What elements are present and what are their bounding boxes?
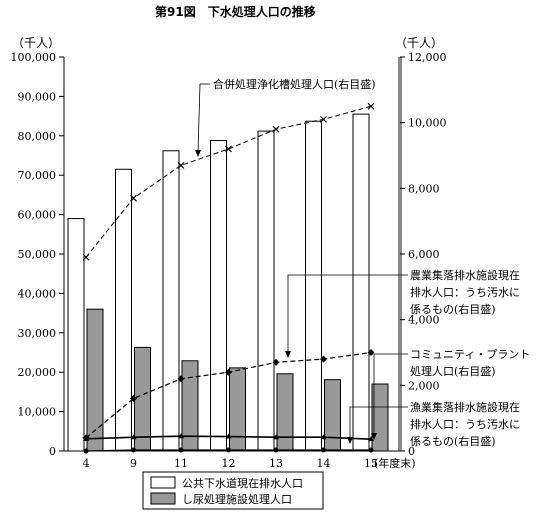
marker-community [130, 394, 137, 402]
marker-nogyo [83, 435, 89, 441]
annotation-gappei-arrow [195, 150, 201, 157]
annotation-gappei: 合併処理浄化槽処理人口(右目盛) [213, 77, 376, 91]
bar-nightsoil-14 [324, 379, 341, 452]
annotation-nogyo-3: 係るもの(右目盛) [410, 302, 496, 316]
marker-nogyo [273, 434, 279, 440]
left-tick-label: 100,000 [11, 51, 57, 64]
annotation-nogyo-1: 農業集落排水施設現在 [410, 268, 520, 282]
annotation-gyogyo-leader [349, 406, 408, 438]
x-tick-label-12: 12 [222, 457, 236, 470]
left-tick-label: 50,000 [18, 248, 57, 261]
left-tick-label: 80,000 [18, 130, 57, 143]
annotation-gappei-leader-v [197, 83, 201, 153]
marker-community [320, 355, 327, 363]
bar-nightsoil-12 [229, 367, 246, 452]
marker-gyogyo [83, 448, 89, 454]
x-tick-label-13: 13 [269, 457, 283, 470]
annotation-nogyo-arrow [285, 351, 291, 358]
marker-gyogyo [321, 447, 326, 453]
bars-layer [67, 113, 389, 452]
right-tick-label: 8,000 [408, 182, 440, 195]
marker-nogyo [368, 436, 374, 442]
annotation-gyogyo-3: 係るもの(右目盛) [410, 434, 496, 448]
legend-swatch-nightsoil [150, 492, 176, 505]
marker-gappei [272, 125, 280, 133]
marker-gyogyo [178, 447, 184, 453]
x-tick-label-15: 15 [364, 457, 378, 470]
annotation-gyogyo-2: 排水人口：うち汚水に [410, 417, 520, 431]
right-tick-label: 2,000 [408, 379, 440, 392]
marker-gyogyo [131, 447, 136, 453]
marker-gappei [320, 115, 327, 123]
left-tick-label: 40,000 [18, 287, 57, 300]
bar-sewer-9 [115, 168, 132, 452]
annotation-gyogyo-arrow [347, 437, 353, 444]
marker-community [272, 358, 280, 366]
marker-gappei [82, 253, 90, 261]
marker-community [177, 375, 185, 383]
bar-nightsoil-13 [276, 373, 294, 452]
legend-label-sewer: 公共下水道現在排水人口 [182, 476, 303, 490]
left-tick-label: 20,000 [18, 366, 57, 379]
legend: 公共下水道現在排水人口 し尿処理施設処理人口 [142, 471, 324, 510]
right-tick-label: 6,000 [408, 248, 440, 261]
annotation-community-2: 処理人口(右目盛) [410, 364, 496, 378]
chart-title: 第91図 下水処理人口の推移 [155, 4, 316, 19]
annotation-gyogyo-1: 漁業集落排水施設現在 [410, 400, 520, 414]
marker-community [225, 368, 232, 376]
marker-gyogyo [226, 447, 231, 453]
bar-sewer-12 [210, 140, 227, 452]
lines-layer [82, 102, 375, 454]
annotation-community-1: コミュニティ・プラント [410, 348, 530, 361]
x-tick-label-11: 11 [174, 457, 188, 470]
x-ticks: 4 9 11 12 13 14 15 [83, 457, 379, 470]
marker-gyogyo [273, 447, 279, 453]
x-axis-unit: (年度末) [374, 456, 416, 470]
bar-nightsoil-11 [181, 360, 199, 452]
marker-gappei [177, 161, 185, 169]
legend-label-nightsoil: し尿処理施設処理人口 [182, 492, 292, 506]
marker-gyogyo [368, 447, 374, 453]
right-tick-label: 12,000 [408, 51, 447, 64]
bar-sewer-15 [352, 113, 370, 452]
legend-swatch-sewer [150, 476, 176, 489]
annotation-nogyo-2: 排水人口：うち汚水に [410, 285, 520, 299]
annotation-community-arrow [371, 433, 377, 440]
right-tick-label: 4,000 [408, 314, 440, 327]
left-tick-label: 70,000 [18, 169, 57, 182]
left-axis-unit: （千人） [12, 36, 60, 50]
right-axis-unit: （千人） [395, 36, 443, 50]
x-tick-label-14: 14 [317, 457, 331, 470]
right-ticks: 0 2,000 4,000 6,000 8,000 10,000 12,000 [400, 51, 447, 458]
right-tick-label: 10,000 [408, 117, 447, 130]
left-tick-label: 0 [49, 445, 56, 458]
marker-nogyo [225, 433, 232, 439]
bar-sewer-11 [162, 150, 180, 452]
left-tick-label: 90,000 [18, 90, 57, 103]
marker-nogyo [320, 434, 327, 440]
marker-nogyo [178, 433, 184, 439]
x-tick-label-9: 9 [130, 457, 137, 470]
marker-gappei [367, 102, 375, 110]
left-ticks: 0 10,000 20,000 30,000 40,000 50,000 60,000 70,… [11, 51, 64, 458]
right-tick-label: 0 [408, 445, 415, 458]
left-tick-label: 60,000 [18, 209, 57, 222]
left-tick-label: 30,000 [18, 327, 57, 340]
x-tick-label-4: 4 [83, 457, 90, 470]
marker-nogyo [130, 434, 137, 440]
bar-sewer-14 [305, 120, 322, 452]
left-tick-label: 10,000 [18, 406, 57, 419]
bar-sewer-13 [257, 130, 275, 452]
marker-gappei [130, 194, 137, 202]
annotation-nogyo-leader [287, 274, 408, 352]
marker-gappei [225, 145, 232, 153]
marker-community [367, 349, 375, 356]
bar-nightsoil-9 [134, 346, 151, 452]
bar-sewer-4 [67, 218, 85, 452]
